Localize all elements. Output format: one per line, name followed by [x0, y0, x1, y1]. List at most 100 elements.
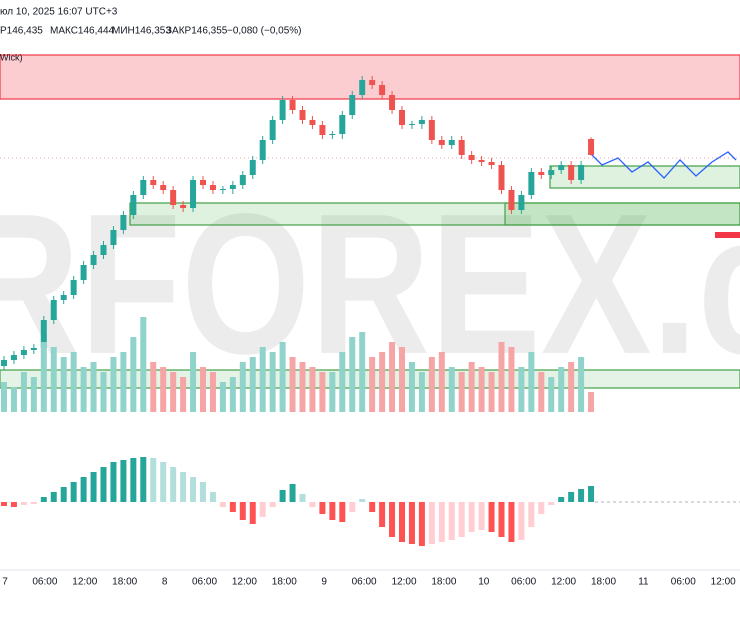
- histogram-bar: [140, 457, 147, 502]
- candle-body: [518, 195, 525, 210]
- volume-bar: [309, 367, 316, 412]
- volume-bar: [130, 337, 137, 412]
- candle-body: [229, 185, 236, 189]
- histogram-bar: [200, 482, 206, 502]
- header-low: МИН146,353: [112, 26, 171, 37]
- histogram-bar: [70, 482, 77, 502]
- candle-body: [488, 162, 495, 165]
- header-open: Р146,435: [0, 26, 43, 37]
- x-tick-label: 12:00: [551, 577, 576, 588]
- candle-body: [498, 165, 505, 190]
- volume-bar: [70, 352, 77, 412]
- candle-body: [130, 195, 137, 215]
- candle-body: [319, 125, 326, 135]
- x-tick-label: 18:00: [112, 577, 137, 588]
- histogram-bar: [478, 502, 485, 530]
- volume-bar: [209, 372, 216, 412]
- candle-body: [468, 155, 475, 160]
- candle-body: [448, 140, 455, 145]
- histogram-bar: [150, 458, 157, 502]
- histogram-bar: [438, 502, 445, 542]
- volume-bar: [389, 342, 396, 412]
- candle-body: [50, 300, 57, 320]
- volume-bar: [369, 357, 376, 412]
- histogram-bar: [279, 490, 286, 502]
- histogram-bar: [498, 502, 505, 537]
- candle-body: [538, 172, 545, 175]
- support-zone: [549, 165, 740, 189]
- volume-bar: [249, 357, 256, 412]
- volume-bar: [289, 357, 296, 412]
- histogram-bar: [319, 502, 326, 514]
- candle-body: [548, 170, 555, 175]
- x-tick-label: 12:00: [72, 577, 97, 588]
- volume-bar: [349, 337, 356, 412]
- histogram-bar: [538, 502, 545, 514]
- candle-body: [349, 95, 356, 115]
- x-tick-label: 12:00: [232, 577, 257, 588]
- volume-bar: [40, 342, 47, 412]
- volume-bar: [140, 317, 147, 412]
- histogram-bar: [190, 477, 197, 502]
- volume-bar: [160, 367, 167, 412]
- x-tick-label: 18:00: [431, 577, 456, 588]
- volume-bar: [538, 372, 545, 412]
- histogram-bar: [100, 467, 107, 502]
- histogram-bar: [568, 492, 575, 502]
- histogram-bar: [468, 502, 475, 532]
- candle-body: [80, 265, 87, 280]
- histogram-bar: [389, 502, 396, 537]
- volume-bar: [80, 367, 87, 412]
- volume-bar: [10, 387, 17, 412]
- x-tick-label: 06:00: [32, 577, 57, 588]
- volume-bar: [20, 372, 27, 412]
- volume-bar: [588, 392, 595, 412]
- x-tick-label: 7: [2, 577, 8, 588]
- histogram-bar: [80, 477, 87, 502]
- candle-body: [10, 355, 17, 360]
- candle-body: [329, 134, 336, 135]
- candle-body: [239, 175, 246, 185]
- volume-bar: [279, 342, 286, 412]
- candle-body: [219, 189, 226, 190]
- volume-bar: [478, 367, 485, 412]
- histogram-bar: [349, 502, 356, 512]
- candle-body: [438, 140, 445, 145]
- candle-body: [578, 165, 585, 180]
- histogram-bar: [329, 502, 336, 520]
- candle-body: [299, 110, 306, 120]
- x-tick-label: 8: [162, 577, 168, 588]
- volume-bar: [339, 352, 346, 412]
- volume-bar: [239, 362, 246, 412]
- candle-body: [428, 120, 435, 140]
- candle-body: [209, 185, 216, 190]
- volume-bar: [269, 352, 276, 412]
- candle-body: [20, 350, 27, 355]
- volume-bar: [508, 347, 515, 412]
- candle-body: [259, 140, 266, 160]
- volume-bar: [229, 377, 236, 412]
- volume-bar: [1, 382, 7, 412]
- candle-body: [70, 280, 77, 295]
- candle-body: [190, 180, 197, 208]
- volume-bar: [30, 377, 37, 412]
- histogram-bar: [428, 502, 435, 544]
- volume-bar: [548, 377, 555, 412]
- volume-bar: [418, 372, 425, 412]
- x-tick-label: 18:00: [591, 577, 616, 588]
- histogram-bar: [359, 499, 366, 502]
- histogram-bar: [50, 492, 57, 502]
- volume-bar: [359, 332, 366, 412]
- histogram-bar: [588, 486, 595, 502]
- volume-bar: [498, 342, 505, 412]
- x-tick-label: 18:00: [272, 577, 297, 588]
- histogram-bar: [289, 484, 296, 502]
- histogram-bar: [299, 494, 306, 502]
- histogram-bar: [379, 502, 386, 527]
- candle-body: [1, 360, 7, 366]
- histogram-bar: [219, 502, 226, 507]
- header-close: ЗАКР146,355: [166, 26, 228, 37]
- histogram-bar: [239, 502, 246, 520]
- support-zone: [129, 202, 740, 226]
- volume-bar: [468, 362, 475, 412]
